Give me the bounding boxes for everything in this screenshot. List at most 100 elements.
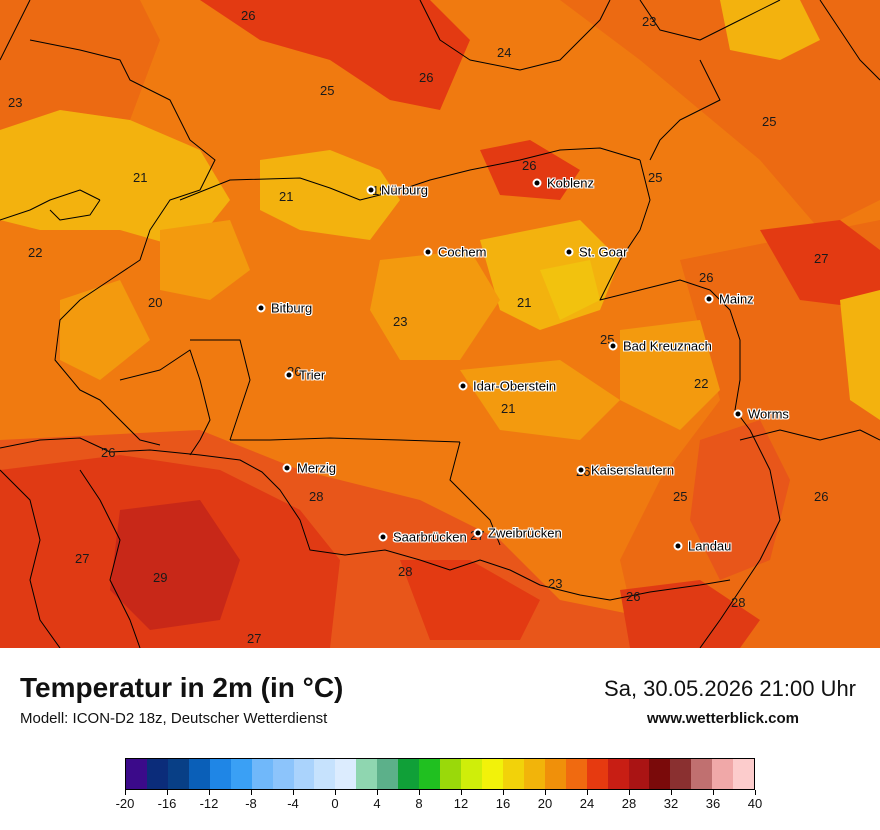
temperature-value-label: 25 xyxy=(648,170,663,185)
scale-tick-label: 4 xyxy=(373,796,381,811)
scale-tick xyxy=(587,790,588,795)
city-marker xyxy=(673,541,683,551)
city-marker xyxy=(458,381,468,391)
temperature-value-label: 26 xyxy=(626,589,641,604)
city-label: Nürburg xyxy=(381,182,428,198)
temperature-value-label: 28 xyxy=(398,564,413,579)
scale-tick-label: 24 xyxy=(579,796,595,811)
city-marker xyxy=(564,247,574,257)
city-label: Bitburg xyxy=(271,300,313,316)
scale-tick xyxy=(251,790,252,795)
color-swatch xyxy=(251,759,273,789)
temperature-value-label: 22 xyxy=(694,376,709,391)
city-marker xyxy=(284,370,294,380)
city-label: Mainz xyxy=(719,291,754,307)
scale-tick xyxy=(335,790,336,795)
color-swatch xyxy=(607,759,629,789)
scale-tick-label: -8 xyxy=(245,796,257,811)
color-swatch xyxy=(167,759,189,789)
city-marker xyxy=(532,178,542,188)
color-swatch xyxy=(377,759,399,789)
city-marker xyxy=(423,247,433,257)
temperature-value-label: 20 xyxy=(148,295,163,310)
temperature-value-label: 27 xyxy=(814,251,829,266)
temperature-value-label: 25 xyxy=(320,83,335,98)
color-swatch xyxy=(398,759,420,789)
website-link[interactable]: www.wetterblick.com xyxy=(647,710,799,727)
temperature-value-label: 26 xyxy=(241,8,256,23)
color-swatch xyxy=(523,759,545,789)
temperature-value-label: 21 xyxy=(133,170,148,185)
color-swatch xyxy=(272,759,294,789)
scale-tick-label: 8 xyxy=(415,796,423,811)
temperature-value-label: 26 xyxy=(699,270,714,285)
color-scale-bar xyxy=(125,758,755,790)
scale-tick-label: -4 xyxy=(287,796,299,811)
city-marker xyxy=(473,528,483,538)
temperature-value-label: 26 xyxy=(101,445,116,460)
temperature-value-label: 26 xyxy=(522,158,537,173)
city-label: Koblenz xyxy=(547,175,594,191)
city-marker xyxy=(256,303,266,313)
scale-tick-label: 40 xyxy=(747,796,763,811)
city-label: Worms xyxy=(748,406,789,422)
color-swatch xyxy=(188,759,210,789)
temperature-value-label: 25 xyxy=(762,114,777,129)
temperature-value-label: 22 xyxy=(28,245,43,260)
color-swatch xyxy=(733,759,755,789)
color-swatch xyxy=(356,759,378,789)
scale-tick xyxy=(293,790,294,795)
temperature-value-label: 27 xyxy=(247,631,262,646)
scale-tick-label: 20 xyxy=(537,796,553,811)
color-swatch xyxy=(335,759,357,789)
color-swatch xyxy=(502,759,524,789)
scale-tick xyxy=(377,790,378,795)
temperature-value-label: 26 xyxy=(419,70,434,85)
color-scale-ticks: -20 -16 -12 -8 -4 0 4 8 12 16 20 24 28 32 36 40 xyxy=(116,790,762,820)
city-marker xyxy=(733,409,743,419)
color-swatch xyxy=(628,759,650,789)
scale-tick xyxy=(167,790,168,795)
city-label: Idar-Oberstein xyxy=(473,378,557,394)
color-swatch xyxy=(126,759,147,789)
color-swatch xyxy=(230,759,252,789)
scale-tick-label: -20 xyxy=(115,796,135,811)
temperature-value-label: 27 xyxy=(75,551,90,566)
temperature-value-label: 23 xyxy=(393,314,408,329)
scale-tick-label: 16 xyxy=(495,796,511,811)
scale-tick xyxy=(545,790,546,795)
color-swatch xyxy=(461,759,482,789)
city-marker xyxy=(608,341,618,351)
city-label: Merzig xyxy=(297,460,337,476)
scale-tick-label: 0 xyxy=(331,796,339,811)
temperature-value-label: 21 xyxy=(279,189,294,204)
temperature-value-label: 26 xyxy=(814,489,829,504)
city-label: St. Goar xyxy=(579,244,628,260)
color-swatch xyxy=(649,759,671,789)
color-swatch xyxy=(209,759,231,789)
temperature-value-label: 19 xyxy=(372,183,387,198)
scale-tick xyxy=(461,790,462,795)
city-marker xyxy=(704,294,714,304)
model-subtitle: Modell: ICON-D2 18z, Deutscher Wetterdie… xyxy=(20,710,328,727)
color-swatch xyxy=(146,759,168,789)
temperature-value-label: 24 xyxy=(497,45,512,60)
city-label: Bad Kreuznach xyxy=(623,338,712,354)
scale-tick xyxy=(755,790,756,795)
scale-tick-label: -16 xyxy=(157,796,177,811)
temperature-value-label: 23 xyxy=(642,14,657,29)
temperature-map xyxy=(0,0,880,648)
scale-tick xyxy=(629,790,630,795)
color-swatch xyxy=(419,759,441,789)
color-swatch xyxy=(565,759,587,789)
color-swatch xyxy=(314,759,336,789)
city-marker xyxy=(378,532,388,542)
color-swatch xyxy=(440,759,461,789)
temperature-field xyxy=(0,0,880,648)
map-labels: 26 23 24 26 25 23 25 26 21 25 19 21 22 27 26 20 21 23 25 26… xyxy=(8,8,829,646)
temperature-value-label: 21 xyxy=(501,401,516,416)
temperature-value-label: 29 xyxy=(153,570,168,585)
scale-tick xyxy=(671,790,672,795)
color-swatch xyxy=(586,759,608,789)
scale-tick xyxy=(125,790,126,795)
